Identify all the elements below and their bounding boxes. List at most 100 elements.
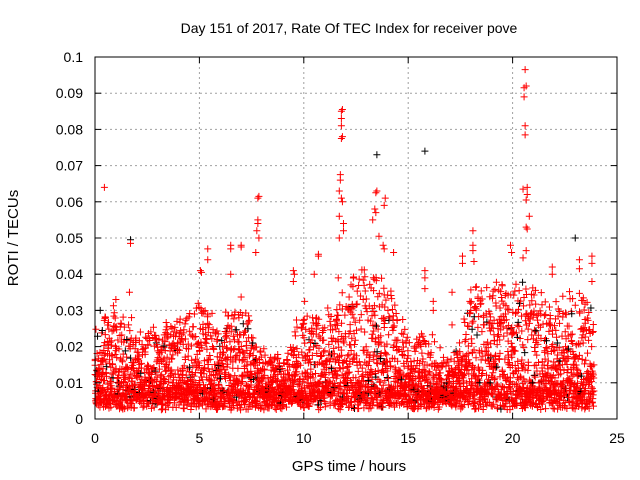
data-point [159,356,167,364]
data-point [213,327,221,335]
data-point [124,365,132,373]
data-point [190,333,198,341]
data-point [582,356,590,364]
data-point [174,345,182,353]
data-point [205,324,213,332]
data-point [374,293,382,301]
outlier-point [390,248,398,256]
data-point [152,369,160,377]
data-point [99,357,107,365]
data-point [208,309,216,317]
data-point [126,370,134,378]
data-point [163,353,171,361]
outlier-point [337,122,345,130]
data-point [194,299,202,307]
outlier-point [371,205,379,213]
data-point [321,324,329,332]
data-point [360,346,368,354]
data-point [234,338,242,346]
data-point [327,322,335,330]
data-point [235,338,243,346]
data-point [230,336,238,344]
data-point [142,333,150,341]
outlier-point [128,314,136,322]
data-point [576,340,584,348]
data-point [552,326,560,334]
data-point [496,349,504,357]
data-point [284,366,292,374]
data-point [155,365,163,373]
data-point [100,342,108,350]
data-point [187,342,195,350]
data-point [107,377,115,385]
data-point [186,310,194,318]
outlier-point [508,248,516,256]
data-point [542,405,550,413]
data-point [252,343,260,351]
data-point [221,398,229,406]
outlier-point [469,247,477,255]
data-point [261,351,269,359]
data-point [109,302,117,310]
data-point [330,350,338,358]
data-point [113,326,121,334]
data-point [339,364,347,372]
outlier-point [369,216,377,224]
data-point [252,355,260,363]
data-point [322,400,330,408]
outlier-point [197,268,205,276]
outlier-point [520,93,528,101]
data-point [545,303,553,311]
data-point [467,299,475,307]
data-point [136,360,144,368]
data-point [428,331,436,339]
data-point [575,289,583,297]
data-point [201,364,209,372]
data-point [244,382,252,390]
data-point [293,345,301,353]
outlier-point [521,66,529,74]
outlier-point [112,296,120,304]
data-point [443,358,451,366]
data-point [134,356,142,364]
outlier-point [334,274,342,282]
data-point [119,313,127,321]
data-point [324,304,332,312]
data-point [200,370,208,378]
data-point [308,351,316,359]
data-point [195,361,203,369]
data-point [243,346,251,354]
data-point [130,404,138,412]
data-point [302,325,310,333]
y-tick-label: 0.03 [56,302,83,318]
data-point [521,349,529,357]
data-point [355,275,363,283]
outlier-point [337,115,345,123]
data-point [144,341,152,349]
data-point [531,348,539,356]
data-point [347,281,355,289]
data-point [107,403,115,411]
data-point [531,328,539,336]
data-point [374,325,382,333]
data-point [345,386,353,394]
data-point [115,345,123,353]
data-point [339,401,347,409]
outlier-point [588,277,596,285]
data-point [306,358,314,366]
data-point [202,405,210,413]
data-point [334,311,342,319]
data-point [328,391,336,399]
data-point [301,339,309,347]
y-tick-label: 0.07 [56,158,83,174]
data-point [349,283,357,291]
data-point [214,330,222,338]
outlier-point [336,176,344,184]
data-point [225,381,233,389]
outlier-point [381,194,389,202]
data-point [390,323,398,331]
y-axis-label: ROTI / TECUs [5,190,22,286]
data-point [198,376,206,384]
data-point [204,319,212,327]
data-point [165,373,173,381]
